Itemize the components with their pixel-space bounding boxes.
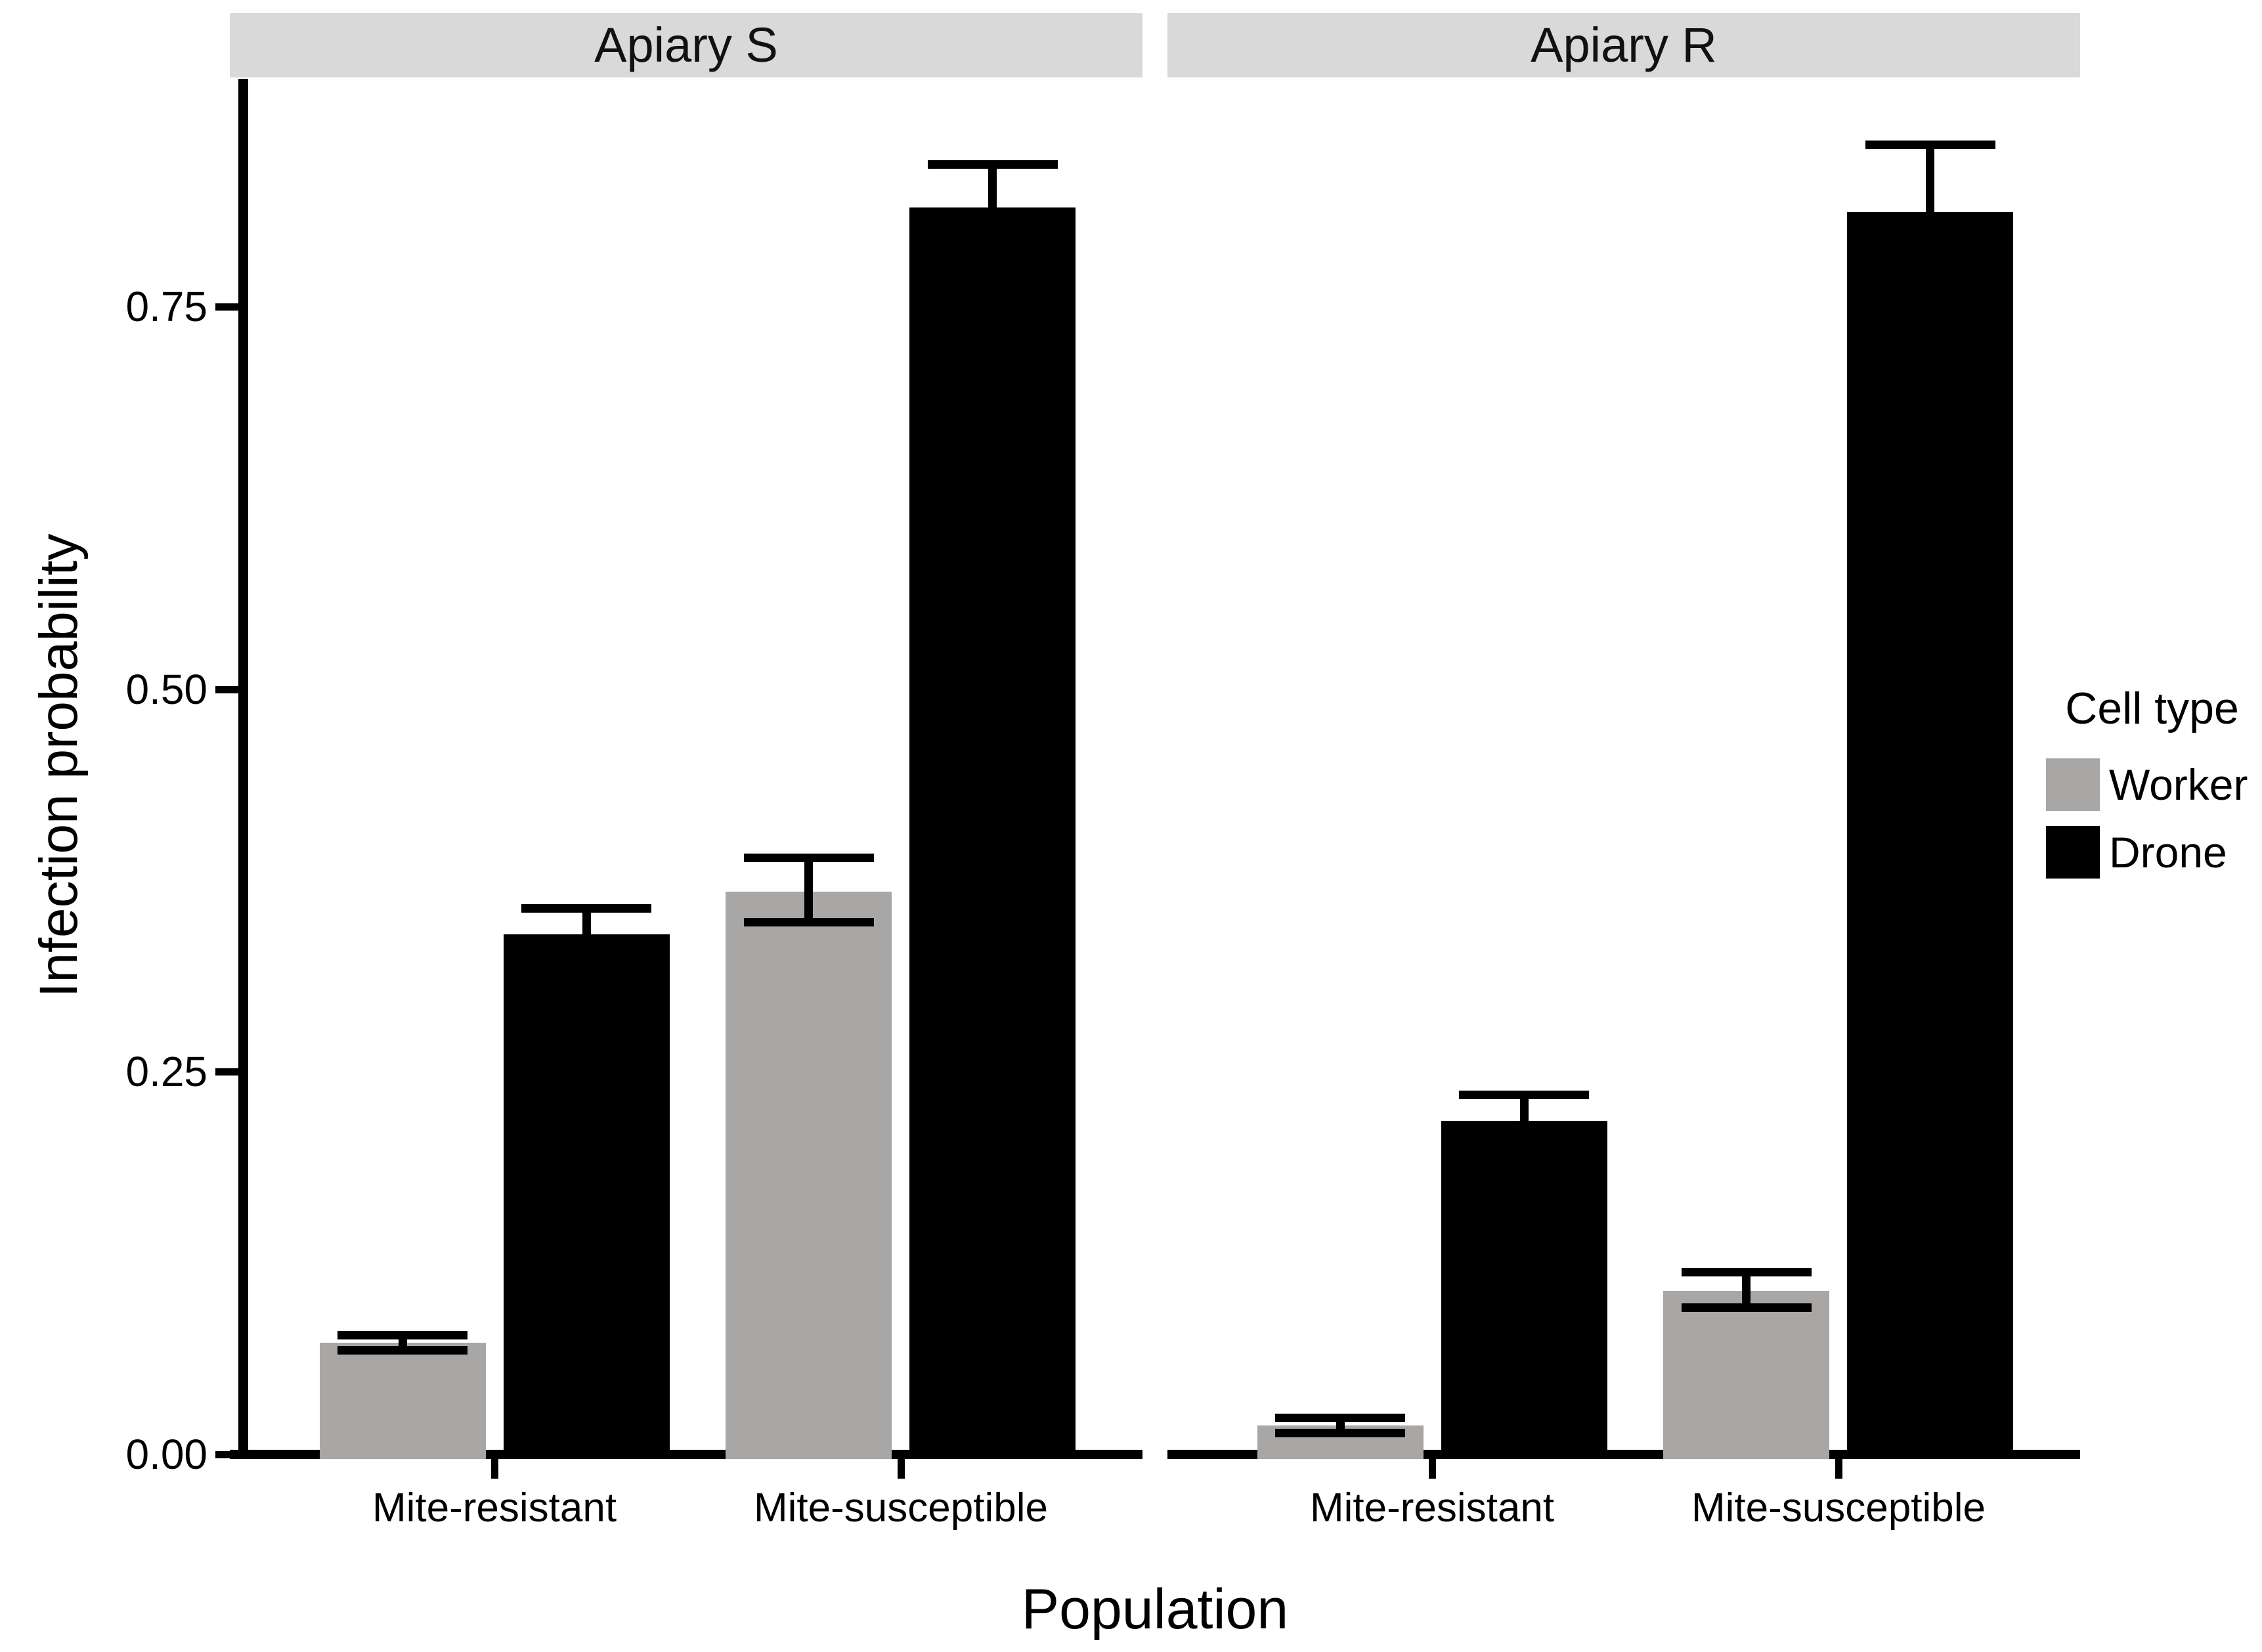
errorbar-worker-mite-susceptible-apiary-s-cap-top: [743, 853, 874, 862]
errorbar-worker-mite-susceptible-apiary-r-cap-top: [1681, 1268, 1812, 1277]
bar-drone-mite-resistant-apiary-s: [503, 934, 670, 1459]
x-tick-s-mite-susceptible: [898, 1459, 905, 1479]
x-tick-r-mite-susceptible: [1835, 1459, 1842, 1479]
legend-title: Cell type: [2065, 684, 2239, 733]
bar-worker-mite-susceptible-apiary-r: [1663, 1290, 1830, 1459]
bar-worker-mite-susceptible-apiary-s: [726, 891, 892, 1459]
errorbar-drone-mite-susceptible-apiary-s-stem: [988, 164, 997, 251]
bar-drone-mite-resistant-apiary-r: [1441, 1121, 1607, 1459]
facet-strip-apiary-s: Apiary S: [230, 13, 1142, 77]
y-tick-0.75: [215, 303, 239, 311]
errorbar-worker-mite-susceptible-apiary-s-cap-bottom: [743, 917, 874, 926]
bar-worker-mite-resistant-apiary-s: [319, 1342, 486, 1459]
errorbar-drone-mite-resistant-apiary-r-cap-top: [1459, 1090, 1590, 1099]
facet-strip-label: Apiary R: [1531, 18, 1717, 72]
y-tick-label: 0.75: [125, 283, 207, 330]
y-tick-0.25: [215, 1068, 239, 1076]
y-tick-label: 0.50: [125, 666, 207, 713]
legend-item-drone: Drone: [2046, 826, 2227, 879]
errorbar-drone-mite-resistant-apiary-s-cap-top: [521, 903, 652, 913]
errorbar-drone-mite-susceptible-apiary-r-cap-bottom: [1865, 275, 1995, 284]
errorbar-worker-mite-resistant-apiary-s-cap-top: [337, 1330, 468, 1339]
x-tick-label: Mite-resistant: [372, 1485, 617, 1531]
errorbar-drone-mite-resistant-apiary-r-cap-bottom: [1459, 1142, 1590, 1152]
facet-strip-label: Apiary S: [594, 18, 778, 72]
y-tick-label: 0.00: [125, 1431, 207, 1478]
x-tick-r-mite-resistant: [1429, 1459, 1436, 1479]
x-axis-title: Population: [1021, 1578, 1289, 1641]
legend-item-label: Worker: [2109, 760, 2248, 809]
x-tick-label: Mite-susceptible: [1691, 1485, 1986, 1531]
errorbar-drone-mite-susceptible-apiary-s-cap-bottom: [927, 246, 1058, 255]
errorbar-drone-mite-susceptible-apiary-r-stem: [1926, 144, 1935, 280]
errorbar-worker-mite-resistant-apiary-r-cap-bottom: [1275, 1428, 1406, 1437]
errorbar-drone-mite-resistant-apiary-r-stem: [1519, 1095, 1529, 1147]
worker-swatch: [2046, 758, 2100, 811]
y-tick-label: 0.25: [125, 1048, 207, 1095]
errorbar-worker-mite-susceptible-apiary-s-stem: [804, 858, 814, 923]
drone-swatch: [2046, 826, 2100, 879]
legend-item-worker: Worker: [2046, 758, 2248, 811]
errorbar-drone-mite-resistant-apiary-s-cap-bottom: [521, 955, 652, 965]
errorbar-drone-mite-susceptible-apiary-r-cap-top: [1865, 141, 1995, 150]
errorbar-worker-mite-resistant-apiary-r-cap-top: [1275, 1413, 1406, 1422]
bar-drone-mite-susceptible-apiary-r: [1847, 212, 2014, 1459]
errorbar-worker-mite-resistant-apiary-s-cap-bottom: [337, 1346, 468, 1355]
legend-item-label: Drone: [2109, 828, 2227, 877]
errorbar-drone-mite-susceptible-apiary-s-cap-top: [927, 160, 1058, 169]
errorbar-worker-mite-susceptible-apiary-r-cap-bottom: [1681, 1303, 1812, 1312]
y-tick-0.50: [215, 686, 239, 693]
x-tick-s-mite-resistant: [491, 1459, 498, 1479]
y-tick-0.00: [215, 1451, 239, 1458]
errorbar-drone-mite-resistant-apiary-s-stem: [582, 908, 591, 961]
x-tick-label: Mite-susceptible: [754, 1485, 1048, 1531]
facet-strip-apiary-r: Apiary R: [1167, 13, 2080, 77]
bar-drone-mite-susceptible-apiary-s: [909, 207, 1076, 1459]
errorbar-worker-mite-susceptible-apiary-r-stem: [1742, 1272, 1751, 1308]
y-axis-line: [238, 79, 248, 1459]
x-tick-label: Mite-resistant: [1309, 1485, 1555, 1531]
